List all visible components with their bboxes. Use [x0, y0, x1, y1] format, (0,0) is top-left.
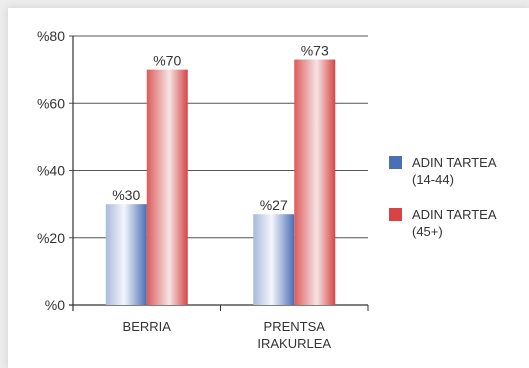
chart-card [8, 8, 529, 368]
data-label: %70 [153, 53, 181, 69]
data-label: %73 [301, 43, 329, 59]
legend-label: (45+) [412, 224, 443, 239]
legend-swatch [389, 156, 402, 169]
category-label: BERRIA [123, 319, 172, 334]
category-label: IRAKURLEA [257, 336, 331, 351]
y-tick-label: %40 [37, 163, 65, 179]
data-label: %30 [112, 187, 140, 203]
legend-label: ADIN TARTEA [412, 155, 497, 170]
category-label: PRENTSA [264, 319, 326, 334]
y-tick-label: %80 [37, 28, 65, 44]
labels: %30 %70 BERRIA %27 %73 PRENTSA IRAKURLEA [112, 43, 331, 351]
legend-label: ADIN TARTEA [412, 207, 497, 222]
bars [105, 59, 336, 305]
y-tick-label: %0 [45, 297, 65, 313]
y-tick-label: %20 [37, 230, 65, 246]
legend-label: (14-44) [412, 172, 454, 187]
bar-1-0 [253, 214, 295, 305]
bar-0-1 [146, 69, 188, 305]
legend-swatch [389, 208, 402, 221]
bar-1-1 [294, 59, 336, 305]
data-label: %27 [260, 197, 288, 213]
y-tick-label: %60 [37, 95, 65, 111]
legend: ADIN TARTEA (14-44) ADIN TARTEA (45+) [389, 155, 497, 239]
bar-0-0 [105, 204, 147, 305]
axes: %0 %20 %40 %60 %80 [37, 28, 369, 313]
